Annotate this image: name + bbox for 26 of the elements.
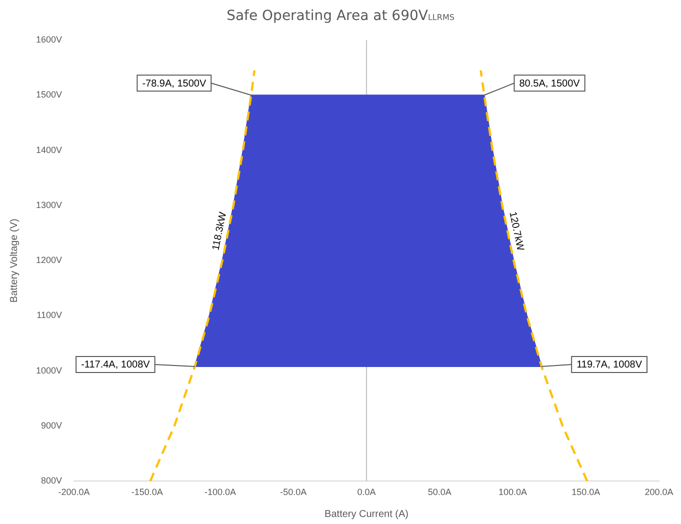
annotation: 80.5A, 1500V (519, 78, 580, 90)
annotation: -117.4A, 1008V (81, 360, 150, 371)
x-tick-label: 150.0A (572, 487, 600, 498)
y-tick-label: 1400V (36, 144, 62, 155)
y-tick-label: 1300V (36, 200, 62, 210)
x-tick-label: 100.0A (498, 487, 528, 498)
y-tick-label: 900V (40, 420, 62, 431)
y-axis-title: Battery Voltage (V) (8, 218, 20, 303)
annotation: 119.7A, 1008V (576, 360, 642, 371)
annotation: -78.9A, 1500V (142, 78, 206, 90)
annotation: 118.3kW (210, 210, 230, 252)
y-tick-label: 800V (40, 476, 62, 486)
x-tick-label: -150.0A (131, 487, 163, 498)
x-tick-label: -100.0A (204, 487, 236, 498)
x-tick-label: -200.0A (58, 487, 90, 498)
x-tick-label: -50.0A (280, 487, 307, 498)
y-tick-label: 1000V (36, 365, 62, 376)
y-tick-label: 1100V (36, 310, 62, 320)
x-tick-label: 200.0A (644, 487, 674, 498)
y-tick-label: 1600V (36, 34, 62, 44)
annotation: 120.7kW (506, 210, 526, 252)
x-tick-label: 50.0A (428, 487, 452, 498)
y-tick-label: 1200V (36, 255, 62, 266)
x-tick-label: 0.0A (357, 487, 376, 498)
y-tick-label: 1500V (36, 90, 62, 100)
x-axis-title: Battery Current (A) (324, 508, 408, 520)
